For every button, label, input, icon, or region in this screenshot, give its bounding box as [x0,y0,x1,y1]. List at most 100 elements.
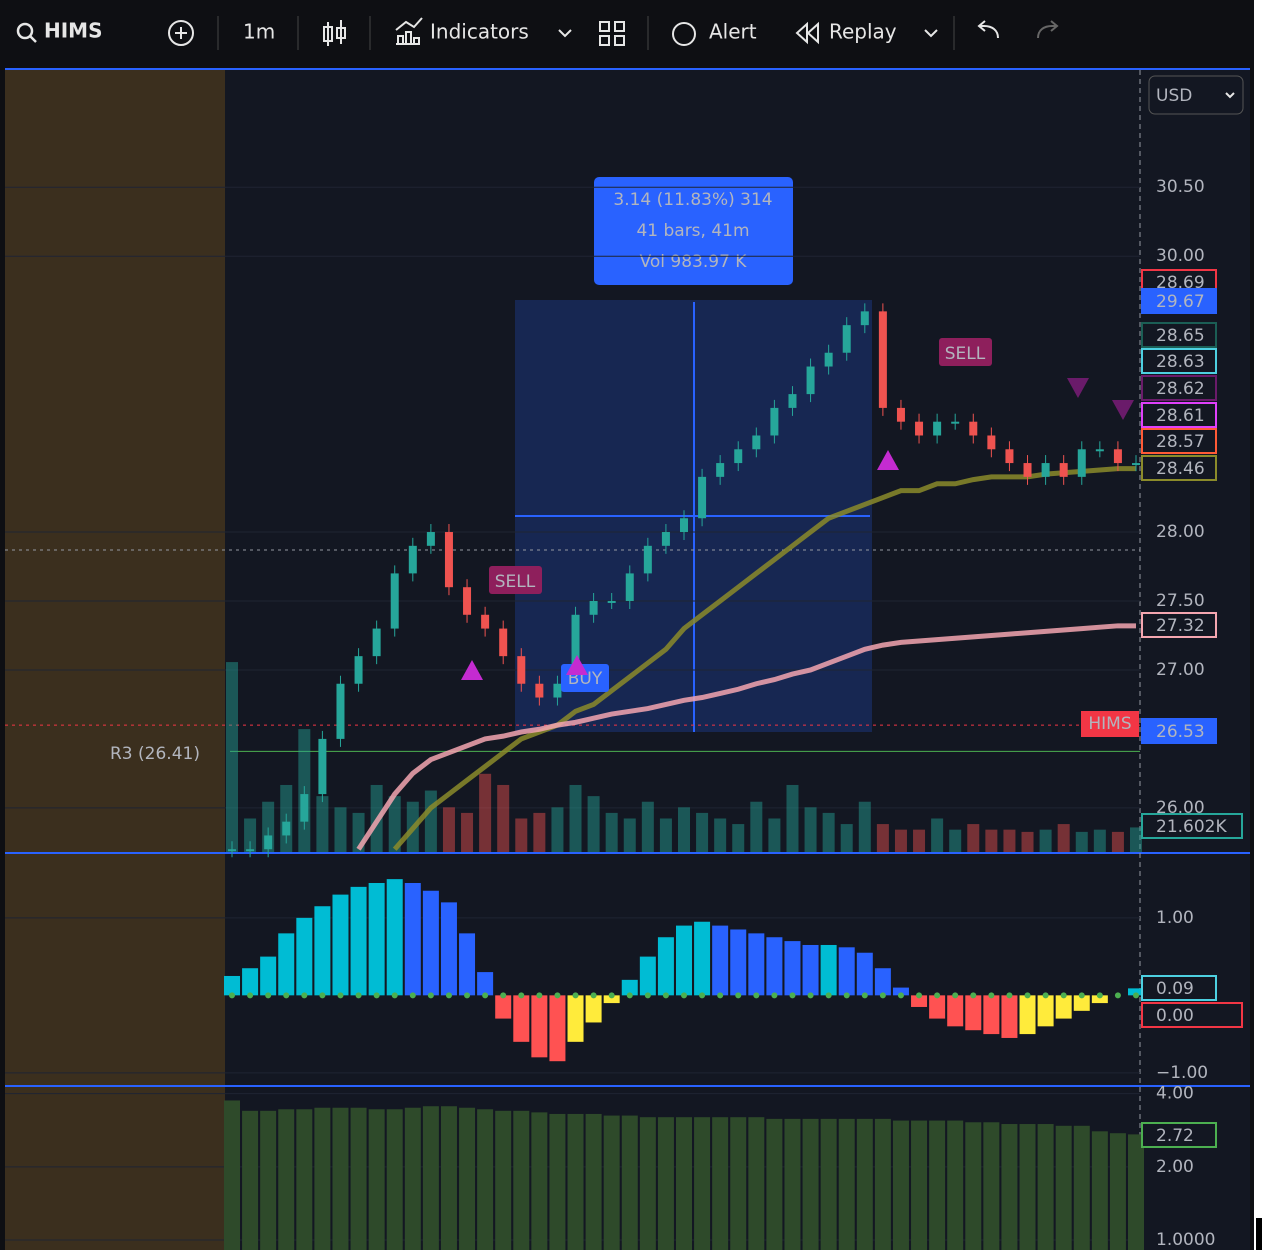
candle [896,407,905,422]
bar [784,1118,801,1250]
bar [477,1109,494,1250]
symbol[interactable]: HIMS [44,19,103,43]
dropdown[interactable] [558,29,572,38]
measure-bars: 41 bars, 41m [636,221,749,241]
volume-bar [894,829,907,852]
bar [585,1113,602,1250]
dropdown[interactable] [924,29,938,38]
zero-dot [662,992,669,999]
candle [680,518,688,533]
undo[interactable] [977,20,999,39]
bar [748,1117,765,1250]
moving-average [356,623,1136,851]
bar [422,1106,439,1250]
zero-dot [319,992,326,999]
y-tick-label: 4.00 [1156,1084,1194,1104]
candle [625,573,634,601]
candle [481,614,490,629]
price-badge-label: 29.67 [1156,292,1205,312]
candle [300,794,309,822]
histogram-bar [838,947,855,996]
volume-bar [442,807,455,852]
zero-dot [572,992,579,999]
search-icon [29,35,37,43]
bar [712,1117,729,1250]
volume-bar [1075,831,1088,852]
zero-dot [1078,992,1085,999]
bar [567,1113,584,1250]
price-badge [1141,975,1217,1001]
candle [643,545,652,574]
candle [589,600,598,615]
candle [824,352,833,367]
volume-bar [822,812,835,852]
premarket-shade [5,70,225,1250]
candle [752,435,761,450]
zero-dot [445,992,452,999]
candle [228,849,236,852]
bar [621,1115,638,1250]
alert-button[interactable]: Alert [709,20,757,44]
signal-triangle [1067,378,1134,420]
zero-dot [789,992,796,999]
histogram-bar [260,956,277,996]
histogram-bar [1128,988,1144,996]
candle [390,573,399,629]
volume-bar [515,818,528,852]
currency[interactable]: USD [1156,86,1192,106]
candle [1041,463,1050,477]
price-badge [1141,813,1243,839]
candle [463,587,472,615]
histogram-bar [1073,995,1090,1011]
zero-dot [735,992,742,999]
candle [806,366,815,395]
zero-dot [373,992,380,999]
zero-dot [265,992,272,999]
y-tick-label: 30.00 [1156,246,1205,266]
price-badge-label: 28.57 [1156,432,1205,452]
add-symbol[interactable] [168,20,194,46]
price-badge-label: 27.32 [1156,616,1205,636]
bar [838,1118,855,1250]
histogram-bar [892,987,909,996]
zero-dot [861,992,868,999]
indicators-button[interactable]: Indicators [430,20,529,44]
bar [1109,1133,1126,1250]
volume-bar [985,829,998,852]
zero-dot [229,992,235,999]
layout-icon[interactable] [599,21,625,46]
chart-type[interactable] [323,20,346,46]
bar [531,1112,548,1250]
candle [517,656,526,684]
zero-dot [409,992,416,999]
redo[interactable] [1037,20,1059,39]
bar [603,1115,620,1250]
candle [264,835,273,850]
candle [336,683,345,739]
candle [408,545,417,574]
zero-dot [699,992,706,999]
measure-change: 3.14 (11.83%) 314 [613,190,772,210]
bar [459,1107,476,1250]
dropdown [1225,92,1235,99]
volume-bar [750,801,763,852]
histogram-bar [983,995,1000,1035]
candle [842,325,851,353]
volume-bar [696,812,709,852]
histogram-bar [314,906,331,996]
replay-button[interactable]: Replay [829,20,897,44]
candle [535,683,544,698]
zero-dot [590,992,597,999]
zero-dot [337,992,344,999]
candle [1059,463,1068,477]
histogram-bar [1091,995,1108,1004]
currency-select[interactable] [1148,75,1244,115]
bar [947,1120,964,1250]
bar [983,1122,1000,1250]
bar [278,1109,295,1250]
interval[interactable]: 1m [243,20,275,44]
volume-bar [1130,827,1142,852]
histogram-bar [639,956,656,996]
y-tick-label: 27.50 [1156,591,1205,611]
candle [553,683,562,698]
